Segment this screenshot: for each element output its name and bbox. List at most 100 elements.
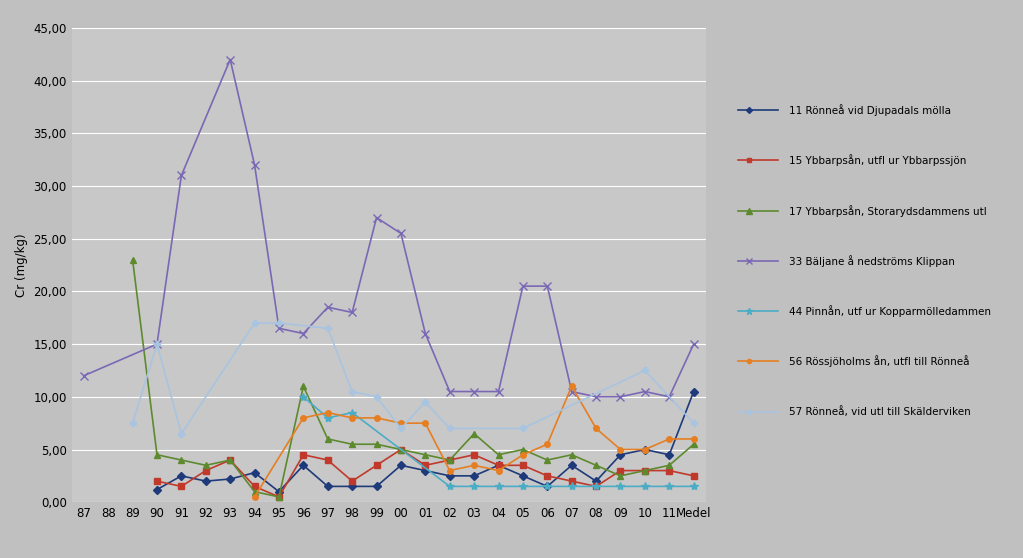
57 Rönneå, vid utl till Skälderviken: [175, 430, 187, 437]
11 Rönneå vid Djupadals mölla: [370, 483, 383, 490]
56 Rössjöholms ån, utfl till Rönneå: [346, 415, 358, 421]
56 Rössjöholms ån, utfl till Rönneå: [298, 415, 310, 421]
33 Bäljane å nedströms Klippan: [273, 325, 285, 331]
44 Pinnån, utf ur Kopparmölledammen: [638, 483, 651, 490]
57 Rönneå, vid utl till Skälderviken: [419, 399, 432, 406]
17 Ybbarpsån, Storarydsdammens utl: [638, 467, 651, 474]
Text: 15 Ybbarpsån, utfl ur Ybbarpssjön: 15 Ybbarpsån, utfl ur Ybbarpssjön: [790, 155, 967, 166]
17 Ybbarpsån, Storarydsdammens utl: [298, 383, 310, 389]
57 Rönneå, vid utl till Skälderviken: [127, 420, 139, 426]
56 Rössjöholms ån, utfl till Rönneå: [566, 383, 578, 389]
17 Ybbarpsån, Storarydsdammens utl: [566, 451, 578, 458]
11 Rönneå vid Djupadals mölla: [566, 462, 578, 469]
33 Bäljane å nedströms Klippan: [468, 388, 480, 395]
15 Ybbarpsån, utfl ur Ybbarpssjön: [615, 467, 627, 474]
11 Rönneå vid Djupadals mölla: [199, 478, 212, 484]
33 Bäljane å nedströms Klippan: [175, 172, 187, 179]
11 Rönneå vid Djupadals mölla: [444, 473, 456, 479]
33 Bäljane å nedströms Klippan: [566, 388, 578, 395]
17 Ybbarpsån, Storarydsdammens utl: [590, 462, 603, 469]
56 Rössjöholms ån, utfl till Rönneå: [541, 441, 553, 448]
44 Pinnån, utf ur Kopparmölledammen: [298, 393, 310, 400]
33 Bäljane å nedströms Klippan: [492, 388, 504, 395]
33 Bäljane å nedströms Klippan: [663, 393, 675, 400]
17 Ybbarpsån, Storarydsdammens utl: [127, 257, 139, 263]
17 Ybbarpsån, Storarydsdammens utl: [346, 441, 358, 448]
56 Rössjöholms ån, utfl till Rönneå: [370, 415, 383, 421]
15 Ybbarpsån, utfl ur Ybbarpssjön: [150, 478, 163, 484]
Line: 11 Rönneå vid Djupadals mölla: 11 Rönneå vid Djupadals mölla: [154, 389, 697, 494]
56 Rössjöholms ån, utfl till Rönneå: [492, 467, 504, 474]
57 Rönneå, vid utl till Skälderviken: [273, 320, 285, 326]
56 Rössjöholms ån, utfl till Rönneå: [468, 462, 480, 469]
Line: 17 Ybbarpsån, Storarydsdammens utl: 17 Ybbarpsån, Storarydsdammens utl: [129, 256, 697, 501]
15 Ybbarpsån, utfl ur Ybbarpssjön: [419, 462, 432, 469]
33 Bäljane å nedströms Klippan: [444, 388, 456, 395]
Y-axis label: Cr (mg/kg): Cr (mg/kg): [14, 233, 28, 297]
Line: 57 Rönneå, vid utl till Skälderviken: 57 Rönneå, vid utl till Skälderviken: [130, 320, 697, 436]
57 Rönneå, vid utl till Skälderviken: [687, 420, 700, 426]
56 Rössjöholms ån, utfl till Rönneå: [249, 494, 261, 501]
17 Ybbarpsån, Storarydsdammens utl: [492, 451, 504, 458]
44 Pinnån, utf ur Kopparmölledammen: [687, 483, 700, 490]
56 Rössjöholms ån, utfl till Rönneå: [419, 420, 432, 426]
57 Rönneå, vid utl till Skälderviken: [370, 393, 383, 400]
15 Ybbarpsån, utfl ur Ybbarpssjön: [224, 456, 236, 463]
17 Ybbarpsån, Storarydsdammens utl: [468, 430, 480, 437]
11 Rönneå vid Djupadals mölla: [346, 483, 358, 490]
17 Ybbarpsån, Storarydsdammens utl: [321, 436, 333, 442]
Line: 15 Ybbarpsån, utfl ur Ybbarpssjön: 15 Ybbarpsån, utfl ur Ybbarpssjön: [154, 447, 697, 500]
11 Rönneå vid Djupadals mölla: [638, 446, 651, 453]
33 Bäljane å nedströms Klippan: [687, 341, 700, 348]
11 Rönneå vid Djupadals mölla: [419, 467, 432, 474]
56 Rössjöholms ån, utfl till Rönneå: [615, 446, 627, 453]
56 Rössjöholms ån, utfl till Rönneå: [444, 467, 456, 474]
11 Rönneå vid Djupadals mölla: [249, 469, 261, 476]
11 Rönneå vid Djupadals mölla: [175, 473, 187, 479]
33 Bäljane å nedströms Klippan: [395, 230, 407, 237]
11 Rönneå vid Djupadals mölla: [468, 473, 480, 479]
15 Ybbarpsån, utfl ur Ybbarpssjön: [687, 473, 700, 479]
15 Ybbarpsån, utfl ur Ybbarpssjön: [175, 483, 187, 490]
17 Ybbarpsån, Storarydsdammens utl: [615, 473, 627, 479]
33 Bäljane å nedströms Klippan: [541, 283, 553, 290]
57 Rönneå, vid utl till Skälderviken: [444, 425, 456, 432]
Text: 33 Bäljane å nedströms Klippan: 33 Bäljane å nedströms Klippan: [790, 255, 955, 267]
17 Ybbarpsån, Storarydsdammens utl: [370, 441, 383, 448]
44 Pinnån, utf ur Kopparmölledammen: [444, 483, 456, 490]
57 Rönneå, vid utl till Skälderviken: [249, 320, 261, 326]
57 Rönneå, vid utl till Skälderviken: [638, 367, 651, 374]
15 Ybbarpsån, utfl ur Ybbarpssjön: [321, 456, 333, 463]
15 Ybbarpsån, utfl ur Ybbarpssjön: [492, 462, 504, 469]
15 Ybbarpsån, utfl ur Ybbarpssjön: [395, 446, 407, 453]
17 Ybbarpsån, Storarydsdammens utl: [663, 462, 675, 469]
11 Rönneå vid Djupadals mölla: [150, 486, 163, 493]
57 Rönneå, vid utl till Skälderviken: [150, 341, 163, 348]
17 Ybbarpsån, Storarydsdammens utl: [224, 456, 236, 463]
Line: 56 Rössjöholms ån, utfl till Rönneå: 56 Rössjöholms ån, utfl till Rönneå: [252, 383, 697, 500]
11 Rönneå vid Djupadals mölla: [224, 475, 236, 482]
17 Ybbarpsån, Storarydsdammens utl: [249, 488, 261, 495]
17 Ybbarpsån, Storarydsdammens utl: [541, 456, 553, 463]
57 Rönneå, vid utl till Skälderviken: [346, 388, 358, 395]
17 Ybbarpsån, Storarydsdammens utl: [444, 456, 456, 463]
44 Pinnån, utf ur Kopparmölledammen: [541, 483, 553, 490]
56 Rössjöholms ån, utfl till Rönneå: [517, 451, 529, 458]
15 Ybbarpsån, utfl ur Ybbarpssjön: [249, 483, 261, 490]
11 Rönneå vid Djupadals mölla: [663, 451, 675, 458]
17 Ybbarpsån, Storarydsdammens utl: [199, 462, 212, 469]
33 Bäljane å nedströms Klippan: [224, 56, 236, 63]
33 Bäljane å nedströms Klippan: [638, 388, 651, 395]
44 Pinnån, utf ur Kopparmölledammen: [492, 483, 504, 490]
11 Rönneå vid Djupadals mölla: [492, 462, 504, 469]
Text: 56 Rössjöholms ån, utfl till Rönneå: 56 Rössjöholms ån, utfl till Rönneå: [790, 355, 970, 367]
Text: 57 Rönneå, vid utl till Skälderviken: 57 Rönneå, vid utl till Skälderviken: [790, 406, 971, 417]
57 Rönneå, vid utl till Skälderviken: [321, 325, 333, 331]
Text: 11 Rönneå vid Djupadals mölla: 11 Rönneå vid Djupadals mölla: [790, 104, 951, 116]
33 Bäljane å nedströms Klippan: [615, 393, 627, 400]
17 Ybbarpsån, Storarydsdammens utl: [395, 446, 407, 453]
33 Bäljane å nedströms Klippan: [249, 162, 261, 169]
44 Pinnån, utf ur Kopparmölledammen: [566, 483, 578, 490]
Line: 33 Bäljane å nedströms Klippan: 33 Bäljane å nedströms Klippan: [80, 55, 698, 401]
Text: 17 Ybbarpsån, Storarydsdammens utl: 17 Ybbarpsån, Storarydsdammens utl: [790, 205, 987, 217]
